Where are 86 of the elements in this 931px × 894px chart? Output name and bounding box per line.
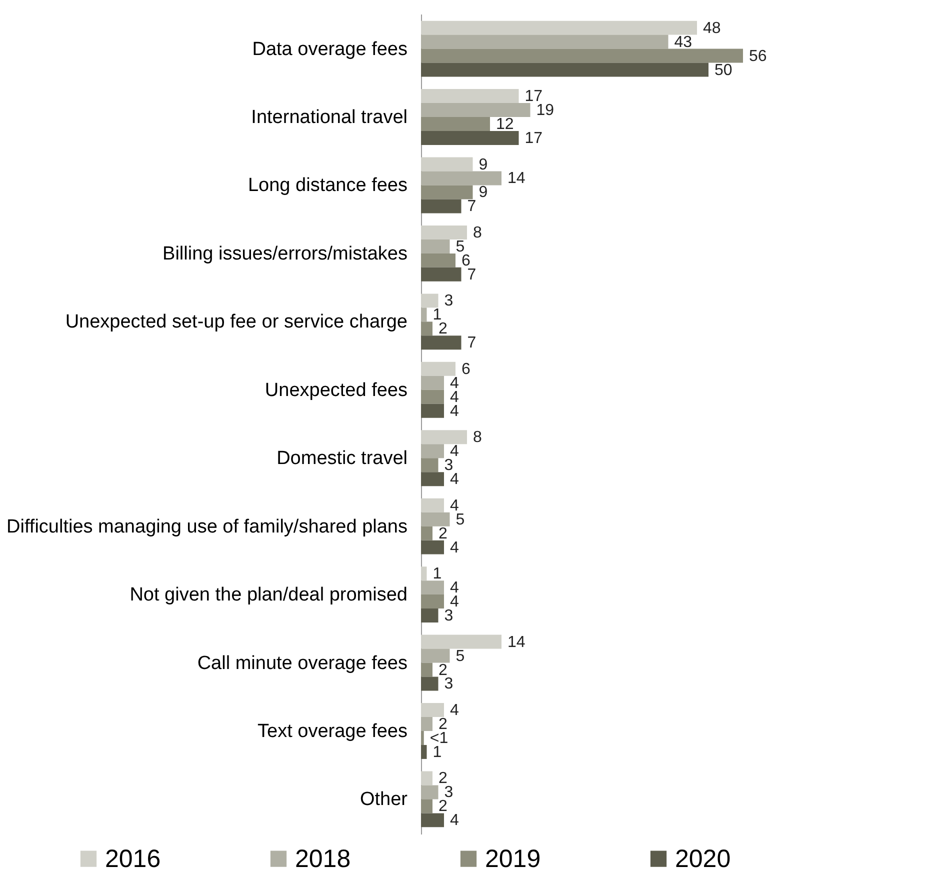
bar <box>421 48 743 63</box>
y-tick-label: Difficulties managing use of family/shared plans <box>6 516 408 538</box>
data-label: 14 <box>508 170 526 188</box>
bar <box>421 594 444 609</box>
bar <box>421 430 467 444</box>
legend-label: 2018 <box>295 844 351 873</box>
bar <box>421 799 432 814</box>
bar <box>421 404 444 418</box>
bar <box>421 157 473 172</box>
data-label: 4 <box>450 702 459 720</box>
data-label: 1 <box>432 566 442 583</box>
y-tick-label: Data overage fees <box>252 38 408 60</box>
bar <box>421 253 456 268</box>
bar <box>421 566 427 581</box>
data-label: 6 <box>462 360 470 378</box>
data-label: 9 <box>478 184 488 202</box>
data-label: 17 <box>524 130 543 147</box>
data-label: 12 <box>496 116 514 134</box>
data-label: 5 <box>456 648 465 665</box>
y-tick-label: Long distance fees <box>248 175 408 196</box>
data-label: 8 <box>473 224 482 242</box>
bar <box>421 785 438 800</box>
y-tick-label: International travel <box>251 107 408 128</box>
legend-label: 2020 <box>675 844 731 873</box>
data-label: 14 <box>508 634 526 651</box>
bar <box>421 813 444 828</box>
data-label: 7 <box>467 198 476 216</box>
data-label: 48 <box>703 20 721 37</box>
bar <box>421 336 462 350</box>
y-tick-label: Not given the plan/deal promised <box>130 584 408 606</box>
y-tick-label: Text overage fees <box>258 720 408 742</box>
bar <box>421 540 444 554</box>
y-tick-label: Domestic travel <box>276 448 408 470</box>
bar <box>421 744 427 759</box>
data-label: 43 <box>674 34 692 51</box>
data-label: 3 <box>444 292 454 310</box>
data-label: 4 <box>450 539 459 556</box>
bar <box>421 239 450 254</box>
bar <box>421 608 438 623</box>
bar <box>421 62 708 77</box>
bar <box>421 717 432 731</box>
bar <box>421 458 438 472</box>
data-label: 50 <box>714 62 732 79</box>
bar <box>421 34 668 49</box>
data-label: 8 <box>473 429 482 446</box>
bar <box>421 512 450 526</box>
bar <box>421 20 697 35</box>
bar <box>421 225 467 240</box>
bar <box>421 130 519 145</box>
bar <box>421 103 530 118</box>
bar <box>421 89 519 104</box>
bar <box>421 648 450 663</box>
y-tick-label: Call minute overage fees <box>197 652 408 674</box>
bar <box>421 185 473 200</box>
bar <box>421 730 424 745</box>
data-label: 4 <box>450 812 459 830</box>
bar <box>421 390 444 404</box>
bar <box>421 498 444 512</box>
bar <box>421 117 490 131</box>
y-tick-label: Unexpected set-up fee or service charge <box>65 312 408 333</box>
bar <box>421 322 432 336</box>
y-tick-label: Unexpected fees <box>264 380 408 401</box>
data-label: 56 <box>749 48 767 65</box>
bar <box>421 308 427 322</box>
data-label: 9 <box>478 156 488 174</box>
data-label: 7 <box>467 334 476 352</box>
bar <box>421 662 432 677</box>
bar <box>421 199 462 214</box>
bar <box>421 294 438 308</box>
bar <box>421 362 456 376</box>
bar <box>421 703 444 718</box>
legend-label: 2016 <box>105 844 161 873</box>
bar <box>421 676 438 691</box>
bar <box>421 580 444 595</box>
y-tick-label: Other <box>360 789 408 810</box>
bar <box>421 267 462 282</box>
bar <box>421 171 502 186</box>
data-label: 2 <box>438 525 448 542</box>
bar <box>421 634 502 649</box>
bar <box>421 771 432 786</box>
y-tick-label: Billing issues/errors/mistakes <box>162 243 408 264</box>
bar <box>421 444 444 458</box>
legend-label: 2019 <box>485 844 541 873</box>
bar <box>421 526 432 540</box>
bar <box>421 376 444 390</box>
bar <box>421 472 444 486</box>
